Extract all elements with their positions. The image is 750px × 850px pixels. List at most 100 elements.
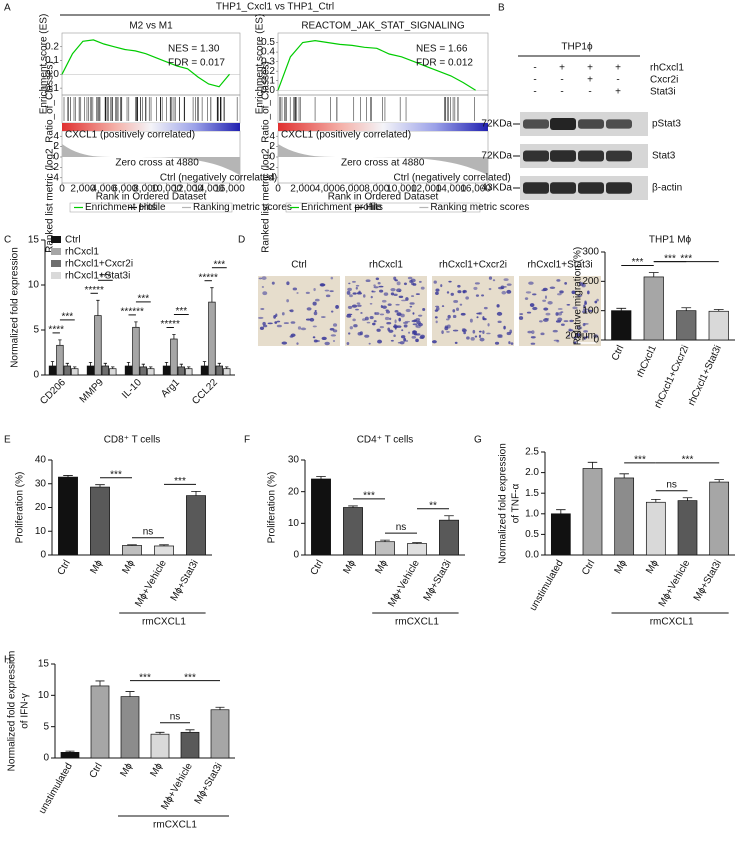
cell: [460, 312, 466, 316]
cell: [450, 292, 454, 296]
error-bar: [96, 299, 100, 316]
cell: [413, 330, 416, 334]
cell: [503, 278, 509, 282]
cell: [346, 290, 351, 295]
cell: [412, 283, 417, 286]
y-tick-label: 15: [38, 659, 50, 670]
cell: [433, 280, 437, 284]
cell: [355, 284, 360, 287]
cell: [355, 308, 359, 311]
cell: [488, 276, 493, 280]
cell: [385, 310, 391, 314]
x-tick-label: Mϕ: [88, 558, 105, 576]
bar: [177, 366, 186, 376]
cell: [415, 338, 419, 343]
x-tick-label: Mϕ: [341, 558, 358, 576]
cell: [403, 324, 408, 328]
blot-band: [606, 150, 632, 162]
cell: [594, 300, 598, 304]
cell: [375, 277, 380, 281]
error-bar: [191, 490, 201, 496]
metric-tick-label: 0: [53, 152, 59, 163]
significance-label: ***: [363, 491, 375, 502]
cell: [435, 291, 439, 295]
cell: [395, 303, 400, 306]
rank-tick-label: 6,000: [340, 184, 365, 195]
cell: [567, 334, 570, 337]
significance-label: ***: [99, 272, 111, 283]
group-label: rmCXCL1: [153, 820, 197, 831]
cell: [587, 309, 593, 312]
cell: [403, 282, 407, 286]
es-axis-label: Enrichment score (ES): [255, 14, 266, 115]
cell: [403, 337, 407, 342]
cell: [405, 297, 409, 301]
group-label: rmCXCL1: [650, 617, 694, 628]
y-tick-label: 10: [28, 280, 40, 291]
rank-tick-label: 16,000: [214, 184, 245, 195]
cell: [529, 303, 535, 308]
cell: [352, 280, 356, 283]
scale-bar-label: 200μm: [565, 331, 596, 342]
metric-tick-label: -2: [266, 162, 275, 173]
cell: [411, 332, 417, 335]
error-bar: [141, 363, 146, 367]
cell: [346, 313, 353, 316]
y-tick-label: 15: [28, 235, 40, 246]
x-tick-label: Mϕ: [373, 558, 390, 576]
legend-label: rhCxcl1: [65, 247, 99, 258]
cell: [313, 339, 318, 343]
es-tick-label: 0.2: [45, 41, 59, 52]
y-tick-label: 0: [33, 370, 39, 381]
significance-label: ns: [666, 479, 677, 490]
cell: [312, 301, 317, 306]
cell: [420, 286, 425, 290]
significance-label: ***: [184, 672, 196, 683]
panel-label: B: [498, 3, 505, 14]
cell: [396, 312, 402, 317]
cell: [407, 331, 411, 334]
cell: [563, 320, 569, 323]
panel-label: G: [474, 435, 482, 446]
y-tick-label: 0: [43, 753, 49, 764]
blot-band: [523, 182, 549, 194]
bar: [132, 326, 140, 376]
rank-tick-label: 8,000: [364, 184, 389, 195]
gsea-frame: [277, 94, 489, 124]
bar: [200, 365, 209, 376]
treatment-name: Cxcr2i: [650, 75, 678, 86]
cell: [347, 287, 352, 292]
cell: [540, 332, 545, 336]
cell: [401, 299, 407, 302]
cell: [476, 312, 481, 315]
es-tick-label: 0.4: [261, 47, 275, 58]
cell: [365, 279, 371, 283]
gsea-legend-label: Ranking metric scores: [430, 202, 529, 213]
treatment-sign: -: [616, 75, 619, 86]
y-tick-label: 0: [593, 335, 599, 346]
y-tick-label: 10: [35, 526, 47, 537]
cell: [440, 284, 443, 288]
legend-label: Ctrl: [65, 235, 81, 246]
cell: [463, 331, 466, 335]
cell: [568, 329, 574, 332]
bar: [71, 368, 79, 376]
cell: [330, 276, 334, 280]
metric-tick-label: 4: [53, 131, 59, 142]
gsea-legend-label: Hits: [366, 202, 383, 213]
cell: [457, 284, 461, 288]
cell: [262, 324, 268, 328]
blot-protein: β-actin: [652, 183, 682, 194]
cell: [411, 335, 417, 339]
zero-label: Zero cross at 4880: [341, 158, 425, 169]
treatment-sign: -: [560, 87, 563, 98]
y-tick-label: 5: [43, 721, 49, 732]
cell: [378, 285, 384, 288]
error-bar: [444, 515, 454, 521]
y-tick-label: 10: [288, 518, 300, 529]
cell: [312, 336, 316, 339]
error-bar: [95, 680, 105, 686]
cell: [452, 329, 459, 332]
error-bar: [111, 366, 115, 369]
bar: [109, 368, 117, 376]
